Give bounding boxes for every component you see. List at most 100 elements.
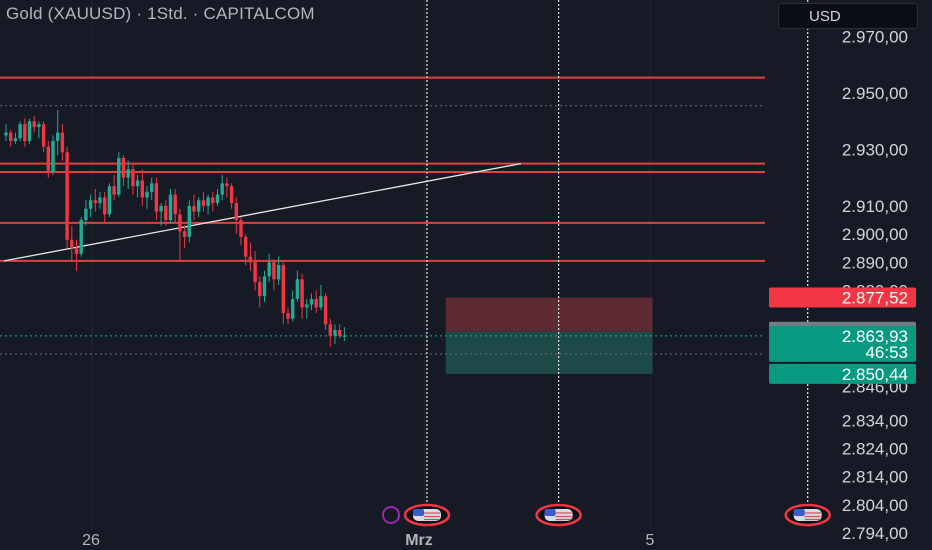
candle[interactable] <box>135 180 140 187</box>
candle[interactable] <box>253 262 257 283</box>
stop-loss-zone[interactable] <box>445 297 653 332</box>
candle[interactable] <box>197 200 201 212</box>
candle[interactable] <box>140 180 144 198</box>
candle[interactable] <box>187 205 191 237</box>
candle[interactable] <box>333 330 337 336</box>
y-axis-tick-label: 2.890,00 <box>842 253 908 272</box>
symbol-title: Gold (XAUUSD) · 1Std. · CAPITALCOM <box>6 4 315 23</box>
candle[interactable] <box>93 200 97 204</box>
candle[interactable] <box>328 324 332 336</box>
candle[interactable] <box>239 220 243 237</box>
candle[interactable] <box>286 313 290 319</box>
candle[interactable] <box>145 191 149 198</box>
candle[interactable] <box>300 279 304 308</box>
candle[interactable] <box>182 231 187 237</box>
candle[interactable] <box>98 197 102 204</box>
candle[interactable] <box>84 208 88 220</box>
candle[interactable] <box>248 256 253 263</box>
earnings-event-icon[interactable] <box>382 506 400 524</box>
y-axis-tick-label: 2.910,00 <box>842 197 908 216</box>
candle[interactable] <box>27 121 32 142</box>
candle[interactable] <box>23 124 27 142</box>
bar-countdown-text: 46:53 <box>865 343 908 362</box>
candle[interactable] <box>164 205 168 220</box>
candle[interactable] <box>117 157 121 195</box>
currency-selector-button[interactable]: USD <box>778 3 918 29</box>
candle[interactable] <box>267 262 271 277</box>
candle[interactable] <box>168 194 173 220</box>
candle[interactable] <box>220 183 224 195</box>
candle[interactable] <box>229 186 234 204</box>
candle[interactable] <box>192 205 196 212</box>
candle[interactable] <box>126 169 130 178</box>
candle[interactable] <box>18 124 22 139</box>
candle[interactable] <box>342 335 347 337</box>
candle[interactable] <box>46 146 50 173</box>
y-axis-tick-label: 2.814,00 <box>842 468 908 487</box>
candle[interactable] <box>338 330 342 336</box>
candle[interactable] <box>244 236 248 257</box>
candle[interactable] <box>41 124 46 147</box>
candle[interactable] <box>60 132 65 153</box>
candle[interactable] <box>211 197 215 204</box>
us-flag-canton <box>793 509 805 516</box>
candle[interactable] <box>314 298 318 308</box>
candle[interactable] <box>291 298 295 319</box>
y-axis-tick-label: 2.834,00 <box>842 411 908 430</box>
candle[interactable] <box>258 282 262 297</box>
candle[interactable] <box>56 132 60 142</box>
price-badge-stop <box>769 287 916 308</box>
candle[interactable] <box>276 265 281 280</box>
x-axis-tick-label: 5 <box>646 532 655 549</box>
candle[interactable] <box>305 304 309 308</box>
trendline[interactable] <box>3 162 522 262</box>
price-badge-text: 2.863,93 <box>842 327 908 346</box>
y-axis-tick-label: 2.970,00 <box>842 28 908 47</box>
candle[interactable] <box>103 197 107 215</box>
candle[interactable] <box>225 183 229 187</box>
candle[interactable] <box>281 265 285 314</box>
take-profit-zone[interactable] <box>445 331 653 374</box>
candle[interactable] <box>112 186 116 195</box>
x-axis-tick-label: Mrz <box>405 532 433 549</box>
candle[interactable] <box>131 169 135 187</box>
price-badge-target <box>769 363 916 384</box>
candle[interactable] <box>51 141 55 173</box>
candle[interactable] <box>319 296 323 308</box>
y-axis-tick-label: 2.950,00 <box>842 84 908 103</box>
candle[interactable] <box>206 197 210 206</box>
candle[interactable] <box>201 200 206 206</box>
candle[interactable] <box>309 298 314 305</box>
candle[interactable] <box>150 183 154 192</box>
y-axis-tick-label: 2.930,00 <box>842 140 908 159</box>
candle[interactable] <box>323 296 328 325</box>
candle[interactable] <box>4 132 8 136</box>
candle[interactable] <box>178 214 182 232</box>
candle[interactable] <box>79 220 83 254</box>
us-flag-canton <box>413 509 424 516</box>
candle[interactable] <box>88 200 93 209</box>
candle[interactable] <box>121 157 126 178</box>
candle[interactable] <box>70 239 74 249</box>
candle[interactable] <box>173 194 177 215</box>
price-badge-text: 2.877,52 <box>842 289 908 308</box>
candle[interactable] <box>32 121 36 127</box>
candle[interactable] <box>159 205 163 212</box>
candle[interactable] <box>9 132 13 142</box>
candle[interactable] <box>234 203 238 220</box>
candle[interactable] <box>37 124 41 127</box>
candle[interactable] <box>154 183 159 212</box>
candle[interactable] <box>295 279 300 299</box>
candle[interactable] <box>13 138 18 142</box>
candle[interactable] <box>74 248 79 254</box>
candle[interactable] <box>107 186 112 215</box>
y-axis-tick-label: 2.804,00 <box>842 496 908 515</box>
price-badge-text: 2.850,44 <box>842 365 908 384</box>
candle[interactable] <box>272 262 276 280</box>
candle[interactable] <box>65 152 69 240</box>
candle[interactable] <box>215 194 220 204</box>
y-axis-tick-label: 2.824,00 <box>842 439 908 458</box>
price-badge-current <box>769 325 916 362</box>
candle[interactable] <box>262 276 267 297</box>
